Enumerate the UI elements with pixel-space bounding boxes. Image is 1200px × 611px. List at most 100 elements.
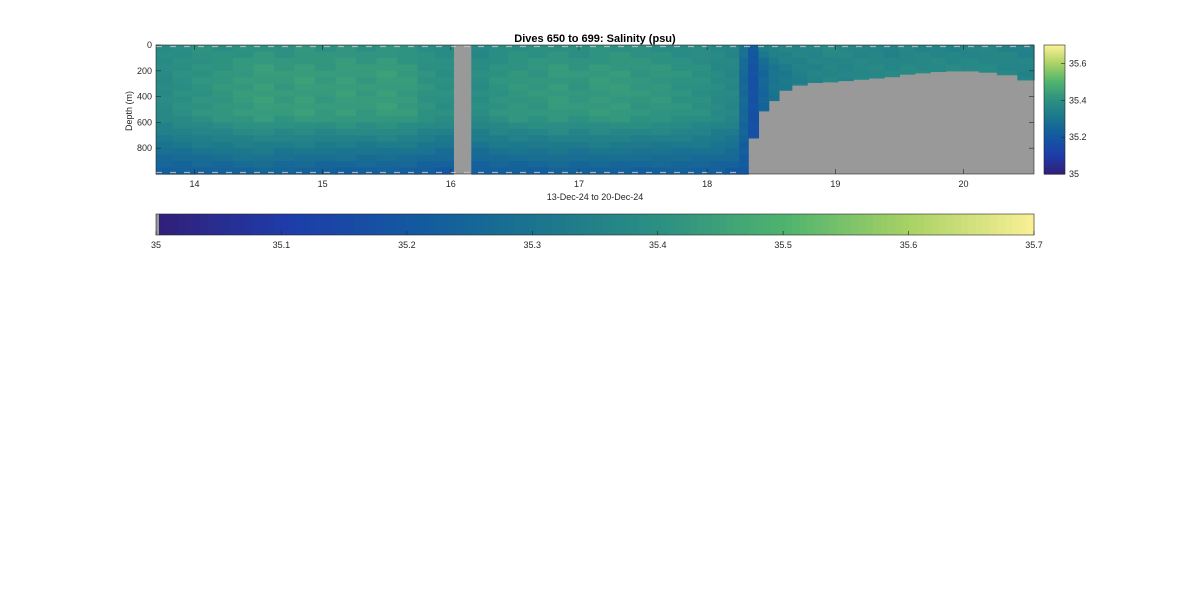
salinity-cell [671, 109, 693, 117]
dive-profile [589, 45, 611, 175]
salinity-cell [650, 135, 672, 143]
salinity-cell [212, 90, 234, 98]
salinity-cell [548, 109, 570, 117]
salinity-cell [791, 51, 808, 59]
salinity-cell [396, 141, 419, 149]
salinity-cell [355, 109, 378, 117]
salinity-cell [294, 96, 316, 104]
colorbar-swatch [273, 214, 281, 235]
salinity-cell [508, 57, 529, 65]
salinity-cell [589, 154, 611, 162]
colorbar-swatch [236, 214, 245, 235]
colorbar-swatch [1044, 137, 1065, 141]
salinity-cell [739, 141, 749, 149]
salinity-cell [914, 45, 931, 53]
colorbar-swatch [1044, 70, 1065, 74]
salinity-cell [435, 51, 454, 59]
colorbar-swatch [748, 214, 757, 235]
salinity-cell [435, 96, 454, 104]
salinity-cell [758, 83, 770, 91]
salinity-cell [314, 103, 337, 111]
salinity-cell [778, 64, 793, 72]
salinity-cell [253, 122, 275, 130]
dive-profile [691, 45, 712, 175]
colorbar-swatch [668, 214, 677, 235]
salinity-cell [791, 70, 808, 78]
salinity-cell [868, 57, 885, 65]
salinity-cell [691, 141, 712, 149]
colorbar-swatch [1044, 47, 1065, 50]
salinity-cell [691, 135, 712, 143]
salinity-cell [212, 154, 234, 162]
salinity-cell [758, 103, 770, 111]
salinity-cell [335, 96, 357, 104]
salinity-cell [725, 57, 740, 65]
salinity-cell [417, 96, 437, 104]
salinity-cell [725, 135, 740, 143]
colorbar-tick-label: 35.1 [273, 240, 291, 250]
salinity-cell [837, 64, 854, 72]
colorbar-swatch [1044, 55, 1065, 59]
salinity-cell [691, 90, 712, 98]
salinity-cell [725, 141, 740, 149]
dive-profile [212, 45, 234, 175]
y-tick-label: 200 [137, 66, 152, 76]
salinity-cell [807, 45, 824, 53]
salinity-cell [899, 64, 916, 72]
colorbar-horizontal: 35 35.1 35.2 35.3 35.4 35.5 35.6 35.7 [151, 213, 1043, 250]
salinity-cell [232, 57, 255, 65]
salinity-cell [508, 122, 529, 130]
salinity-cell [711, 51, 726, 59]
salinity-cell [508, 45, 529, 53]
salinity-cell [930, 57, 947, 65]
salinity-cell [172, 57, 193, 65]
x-tick-label: 14 [189, 179, 199, 189]
colorbar-swatch [1044, 96, 1065, 100]
dive-profile [914, 45, 931, 74]
salinity-cell [508, 77, 529, 85]
salinity-cell [273, 141, 296, 149]
salinity-cell [945, 57, 962, 65]
dive-profile [630, 45, 652, 175]
salinity-cell [471, 103, 490, 111]
salinity-cell [711, 45, 726, 53]
salinity-cell [650, 122, 672, 130]
salinity-cell [650, 109, 672, 117]
salinity-cell [568, 122, 590, 130]
salinity-cell [725, 148, 740, 156]
y-tick-label: 400 [137, 92, 152, 102]
salinity-cell [527, 109, 549, 117]
salinity-cell [671, 96, 693, 104]
salinity-cell [212, 141, 234, 149]
salinity-cell [253, 109, 275, 117]
colorbar-swatch [595, 214, 603, 235]
salinity-cell [376, 109, 398, 117]
colorbar-swatch [1044, 57, 1065, 61]
salinity-cell [376, 45, 398, 53]
salinity-cell [294, 154, 316, 162]
salinity-cell [471, 57, 490, 65]
salinity-cell [996, 45, 1018, 53]
salinity-cell [417, 83, 437, 91]
salinity-cell [232, 128, 255, 136]
salinity-cell [778, 77, 793, 85]
colorbar-tick-label: 35.4 [649, 240, 667, 250]
salinity-cell [471, 109, 490, 117]
salinity-cell [417, 45, 437, 53]
salinity-cell [489, 90, 510, 98]
salinity-cell [725, 83, 740, 91]
salinity-cell [435, 45, 454, 53]
salinity-cell [471, 148, 490, 156]
salinity-cell [417, 122, 437, 130]
salinity-cell [508, 51, 529, 59]
salinity-cell [212, 70, 234, 78]
colorbar-swatch [734, 214, 742, 235]
salinity-cell [527, 96, 549, 104]
salinity-cell [739, 135, 749, 143]
salinity-cell [489, 77, 510, 85]
salinity-cell [568, 115, 590, 123]
salinity-cell [711, 115, 726, 123]
dive-profile [778, 45, 793, 91]
salinity-cell [335, 167, 357, 175]
